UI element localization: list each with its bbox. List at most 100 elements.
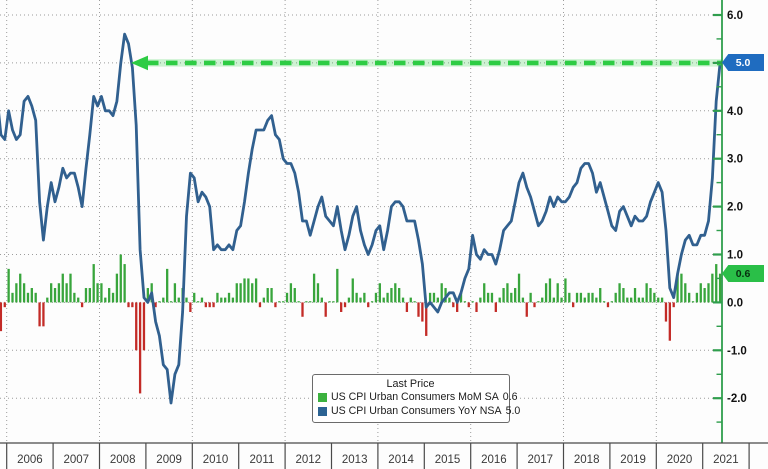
mom-bar xyxy=(467,302,470,308)
mom-bar xyxy=(664,302,668,322)
mom-bar xyxy=(637,297,641,303)
yoy-line-group xyxy=(0,32,722,405)
mom-bar xyxy=(359,297,362,303)
x-year-label: 2018 xyxy=(574,454,600,466)
mom-bar xyxy=(320,297,323,303)
mom-bar xyxy=(135,302,138,351)
mom-bar xyxy=(34,292,37,303)
mom-bar xyxy=(119,254,122,303)
mom-bar xyxy=(251,283,254,303)
mom-bar xyxy=(204,302,207,308)
mom-bar xyxy=(347,297,351,303)
mom-bar xyxy=(92,264,95,303)
mom-bar xyxy=(177,297,180,303)
mom-bar xyxy=(328,301,331,303)
mom-bar xyxy=(630,297,633,303)
mom-bar xyxy=(200,297,204,303)
mom-bar xyxy=(262,297,265,303)
y-tick-label: 4.0 xyxy=(727,106,743,118)
mom-bar xyxy=(297,301,300,303)
mom-bar xyxy=(587,292,590,303)
x-year-label: 2010 xyxy=(203,454,229,466)
mom-bar xyxy=(715,264,718,303)
mom-bar xyxy=(212,302,215,308)
yoy-series-swatch xyxy=(318,406,327,416)
y-tick-label: 1.0 xyxy=(727,250,743,262)
mom-bar xyxy=(490,292,494,303)
mom-bar xyxy=(645,283,648,303)
mom-bar xyxy=(541,297,544,303)
mom-bar xyxy=(413,301,416,303)
mom-bar xyxy=(227,292,231,303)
mom-bar xyxy=(42,302,45,327)
mom-bar xyxy=(220,297,223,303)
x-year-label: 2011 xyxy=(250,454,275,466)
mom-bar xyxy=(626,297,629,303)
mom-bar xyxy=(641,297,644,303)
mom-bar xyxy=(564,278,567,303)
x-year-label: 2019 xyxy=(620,454,646,466)
x-year-label: 2020 xyxy=(667,454,693,466)
y-tick-label: 6.0 xyxy=(727,10,743,22)
mom-bar xyxy=(3,302,6,308)
y-tick-label: -2.0 xyxy=(727,393,747,405)
mom-bar xyxy=(65,283,68,303)
mom-bar xyxy=(618,283,621,303)
mom-bar xyxy=(436,297,439,303)
mom-bar xyxy=(405,302,409,312)
mom-bar xyxy=(7,268,10,303)
mom-bar xyxy=(479,297,482,303)
mom-bar xyxy=(595,297,598,303)
mom-bar xyxy=(80,302,84,308)
mom-bar xyxy=(231,297,235,303)
mom-bar xyxy=(115,273,119,303)
mom-bar xyxy=(270,288,273,303)
mom-bar xyxy=(409,297,412,303)
mom-bar xyxy=(216,292,219,303)
mom-bar xyxy=(254,278,258,303)
mom-bar xyxy=(289,283,293,303)
x-year-label: 2013 xyxy=(342,454,368,466)
mom-bar xyxy=(684,283,687,303)
mom-bar xyxy=(258,302,262,308)
mom-bar xyxy=(614,292,617,303)
x-year-label: 2021 xyxy=(713,454,739,466)
mom-bar xyxy=(208,302,211,308)
mom-bar xyxy=(452,302,455,308)
x-year-label: 2007 xyxy=(64,454,90,466)
yoy-last-price-tag: 5.0 xyxy=(722,54,764,71)
mom-bar xyxy=(398,288,401,303)
mom-bar xyxy=(154,302,157,308)
mom-bar xyxy=(370,301,374,303)
mom-bar xyxy=(440,283,443,303)
mom-bar xyxy=(633,288,637,303)
mom-bar xyxy=(243,278,246,303)
mom-bar xyxy=(104,297,107,303)
yoy-series-label: US CPI Urban Consumers YoY NSA xyxy=(331,404,502,417)
mom-bar xyxy=(123,264,126,303)
mom-bar xyxy=(444,288,447,303)
mom-bar xyxy=(189,302,192,312)
mom-bar xyxy=(173,283,177,303)
mom-series-label: US CPI Urban Consumers MoM SA xyxy=(331,391,499,403)
mom-bar xyxy=(672,302,675,308)
y-tick-label: 3.0 xyxy=(727,154,743,166)
mom-bar xyxy=(529,292,532,303)
mom-bar xyxy=(463,301,467,303)
yoy-line xyxy=(0,32,722,405)
mom-bar xyxy=(235,283,238,303)
mom-bar xyxy=(602,301,606,303)
mom-bar xyxy=(343,302,347,308)
x-year-label: 2016 xyxy=(481,454,507,466)
mom-bar xyxy=(11,292,14,303)
x-year-label: 2015 xyxy=(435,454,461,466)
mom-bar xyxy=(15,283,18,303)
legend-box: Last Price US CPI Urban Consumers MoM SA… xyxy=(312,374,520,423)
mom-bar xyxy=(610,301,613,303)
mom-bar xyxy=(544,283,548,303)
mom-bar xyxy=(401,297,405,303)
mom-bar xyxy=(703,288,706,303)
mom-bar xyxy=(96,283,99,303)
mom-bar xyxy=(274,302,277,308)
